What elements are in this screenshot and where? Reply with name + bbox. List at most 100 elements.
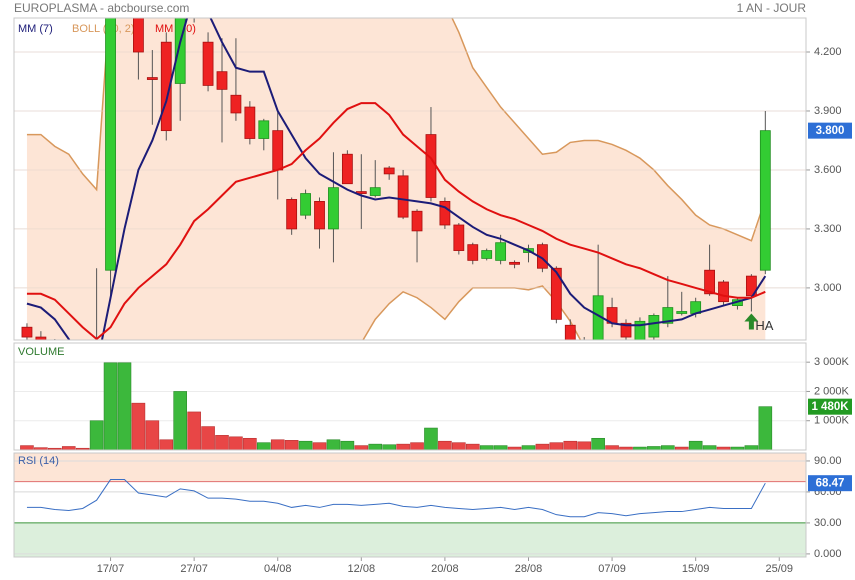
candle-body — [133, 18, 144, 53]
x-tick-label: 12/08 — [348, 563, 376, 575]
x-tick-label: 20/08 — [431, 563, 459, 575]
candle-body — [648, 315, 660, 338]
volume-bar — [702, 445, 717, 450]
volume-bar — [20, 445, 34, 450]
volume-bar — [507, 446, 522, 450]
signal-arrow — [744, 313, 759, 330]
candle-body — [230, 94, 242, 114]
candle-body — [383, 167, 395, 175]
candle-body — [189, 0, 199, 13]
volume-bar — [145, 420, 160, 450]
volume-bar — [633, 446, 647, 450]
panel-frame — [13, 17, 807, 341]
bollinger-lower — [362, 285, 582, 340]
bollinger-upper — [26, 18, 767, 242]
candle-body — [676, 311, 688, 314]
volume-bar — [354, 445, 369, 450]
volume-bar — [758, 406, 773, 450]
volume-bar — [117, 362, 132, 450]
volume-bar — [326, 439, 341, 450]
volume-bar — [674, 446, 689, 450]
volume-bar — [479, 445, 494, 450]
y-tick-label: 3.900 — [814, 105, 842, 117]
volume-bar — [270, 439, 285, 450]
x-tick-label: 15/09 — [682, 563, 710, 575]
candle-body — [272, 130, 284, 171]
volume-bar — [661, 445, 675, 450]
volume-bar — [424, 427, 438, 450]
x-tick-label: 07/09 — [598, 563, 626, 575]
candle-body — [314, 201, 325, 230]
y-tick-label: 3.600 — [814, 164, 842, 176]
candle-body — [216, 71, 228, 90]
volume-bar — [410, 442, 424, 450]
candle-body — [481, 250, 493, 259]
volume-bar — [103, 362, 118, 450]
candle-body — [718, 281, 729, 303]
candle-body — [704, 269, 715, 295]
candle-body — [620, 322, 632, 338]
volume-bar — [438, 440, 452, 450]
candle-body — [495, 242, 507, 261]
last-value-box — [808, 122, 852, 139]
candle-body — [369, 187, 381, 196]
volume-bar — [61, 446, 76, 450]
y-tick-label: 4.200 — [814, 46, 842, 58]
candle-body — [146, 77, 158, 80]
candle-body — [35, 336, 47, 340]
y-tick-label: 3.300 — [814, 223, 842, 235]
candle-body — [328, 187, 339, 230]
candle-body — [21, 326, 33, 338]
candle-body — [174, 18, 186, 84]
volume-bar — [647, 446, 661, 450]
moving-average — [26, 18, 767, 340]
last-value-label: 68.47 — [816, 478, 845, 490]
y-tick-label: 30.00 — [814, 517, 842, 529]
volume-bar — [619, 446, 633, 450]
volume-bar — [465, 443, 480, 450]
x-tick-label: 27/07 — [180, 563, 208, 575]
volume-bar — [688, 440, 703, 450]
volume-bar — [521, 445, 536, 450]
last-value-label: 1 480K — [811, 401, 849, 413]
volume-bar — [284, 440, 299, 450]
candle-body — [662, 307, 674, 324]
volume-bar — [716, 446, 731, 450]
candle-body — [105, 18, 116, 271]
last-value-box — [808, 475, 852, 492]
candle-body — [425, 134, 437, 198]
volume-bar — [312, 442, 327, 450]
volume-bar — [243, 437, 257, 450]
volume-bar — [89, 420, 104, 450]
candle-body — [634, 320, 646, 340]
volume-bar — [382, 444, 396, 450]
volume-bar — [591, 437, 605, 450]
candle-body — [439, 201, 451, 226]
candle-body — [411, 210, 423, 232]
candle-body — [286, 199, 298, 230]
panel-frame — [13, 452, 807, 558]
y-tick-label: 2 000K — [814, 385, 850, 397]
volume-bar — [744, 445, 759, 450]
volume-bar — [340, 440, 355, 450]
y-tick-label: 0.000 — [814, 548, 842, 560]
candle-body — [550, 267, 562, 320]
volume-bar — [535, 443, 550, 450]
candle-body — [592, 295, 604, 340]
volume-bar — [549, 442, 564, 450]
candle-body — [160, 41, 172, 132]
candle-body — [745, 275, 757, 297]
bollinger-area — [26, 18, 766, 340]
volume-bar — [131, 402, 146, 450]
volume-bar — [452, 442, 466, 450]
x-tick-label: 04/08 — [264, 563, 292, 575]
panel-title: RSI (14) — [18, 455, 59, 467]
volume-bar — [215, 435, 229, 450]
legend-label: MM (7) — [18, 23, 53, 35]
last-value-box — [808, 398, 852, 415]
candle-body — [341, 153, 353, 185]
x-tick-label: 17/07 — [97, 563, 125, 575]
overbought-zone — [14, 453, 806, 482]
candle-body — [564, 324, 576, 340]
